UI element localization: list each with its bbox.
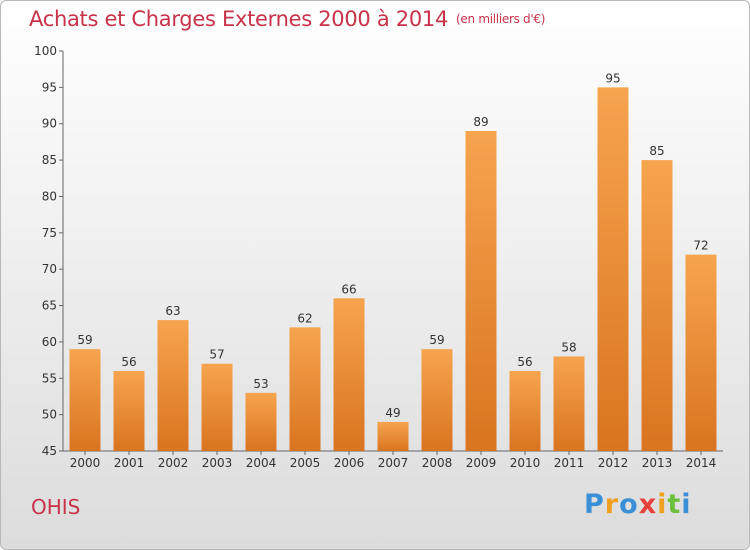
x-tick-label: 2005 (290, 456, 321, 470)
bar (289, 327, 321, 451)
x-tick-label: 2004 (246, 456, 277, 470)
x-tick-label: 2012 (598, 456, 629, 470)
data-label: 56 (121, 355, 136, 369)
x-tick-label: 2014 (686, 456, 717, 470)
data-label: 72 (693, 239, 708, 253)
x-tick-label: 2003 (202, 456, 233, 470)
x-tick-label: 2008 (422, 456, 453, 470)
x-tick-label: 2011 (554, 456, 585, 470)
y-tick-label: 85 (42, 153, 57, 167)
bar (113, 371, 145, 451)
bar (465, 131, 497, 451)
x-tick-label: 2010 (510, 456, 541, 470)
y-tick-label: 55 (42, 371, 57, 385)
x-tick-label: 2006 (334, 456, 365, 470)
bar (421, 349, 453, 451)
logo-letter: i (657, 489, 668, 520)
y-tick-label: 60 (42, 335, 57, 349)
bar (157, 320, 189, 451)
y-tick-label: 70 (42, 262, 57, 276)
data-label: 66 (341, 282, 356, 296)
logo-letter: o (619, 489, 639, 520)
logo-letter: x (638, 489, 658, 520)
bar (69, 349, 101, 451)
data-label: 89 (473, 115, 488, 129)
data-label: 59 (429, 333, 444, 347)
logo-letter: r (604, 489, 620, 520)
bar (201, 363, 233, 451)
bar (377, 421, 409, 451)
commune-name: OHIS (31, 495, 81, 519)
data-label: 62 (297, 311, 312, 325)
y-tick-label: 95 (42, 80, 57, 94)
x-tick-label: 2002 (158, 456, 189, 470)
data-label: 95 (605, 71, 620, 85)
data-label: 49 (385, 406, 400, 420)
logo-letter: P (584, 489, 605, 520)
data-label: 56 (517, 355, 532, 369)
y-tick-label: 100 (34, 44, 57, 58)
x-tick-label: 2001 (114, 456, 145, 470)
bar (333, 298, 365, 451)
bar (245, 392, 277, 451)
x-tick-label: 2007 (378, 456, 409, 470)
x-tick-label: 2009 (466, 456, 497, 470)
bar (597, 87, 629, 451)
x-tick-label: 2000 (70, 456, 101, 470)
y-tick-label: 45 (42, 444, 57, 458)
logo-letter: i (681, 489, 692, 520)
y-tick-label: 50 (42, 408, 57, 422)
proxiti-logo: Proxiti (584, 489, 692, 520)
bar (553, 356, 585, 451)
bar (509, 371, 541, 451)
data-label: 85 (649, 144, 664, 158)
bar (685, 254, 717, 451)
chart-title: Achats et Charges Externes 2000 à 2014 (e… (29, 7, 545, 31)
title-unit: (en milliers d'€) (456, 12, 546, 26)
y-tick-label: 80 (42, 189, 57, 203)
bar (641, 160, 673, 451)
title-text: Achats et Charges Externes 2000 à 2014 (29, 7, 449, 31)
logo-letter: t (667, 489, 682, 520)
data-label: 57 (209, 348, 224, 362)
data-label: 53 (253, 377, 268, 391)
data-label: 59 (77, 333, 92, 347)
x-tick-label: 2013 (642, 456, 673, 470)
y-tick-label: 90 (42, 117, 57, 131)
y-tick-label: 65 (42, 299, 57, 313)
data-label: 58 (561, 340, 576, 354)
data-label: 63 (165, 304, 180, 318)
y-tick-label: 75 (42, 226, 57, 240)
